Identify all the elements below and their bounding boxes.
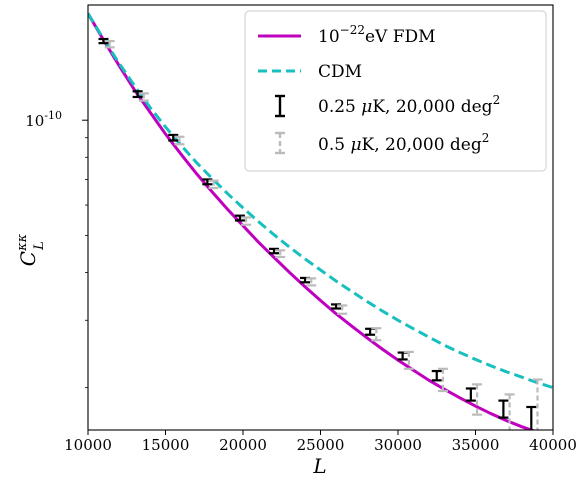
- x-tick-label-25000: 25000: [297, 436, 345, 454]
- errorbar-1-point-1: [132, 90, 143, 99]
- x-tick-label-30000: 30000: [374, 436, 422, 454]
- legend-frame: [244, 10, 547, 172]
- legend-label-fdm: 10−22eV FDM: [318, 23, 436, 47]
- series-line-cdm: [88, 12, 553, 390]
- legend-label-cdm: CDM: [318, 62, 362, 82]
- x-tick-label-15000: 15000: [142, 436, 190, 454]
- errorbar-1-point-12: [498, 399, 509, 419]
- errorbar-2-point-5: [275, 249, 286, 259]
- errorbar-1-point-13: [526, 405, 537, 430]
- legend-label-err2: 0.5 μK, 20,000 deg2: [318, 131, 489, 155]
- legend-swatch-err2: [275, 131, 285, 155]
- legend: 10−22eV FDM CDM 0.25 μK, 20,000 deg2 0.5…: [244, 10, 547, 172]
- errorbar-2-point-3: [208, 179, 219, 190]
- errorbar-1-point-11: [465, 387, 476, 402]
- x-tick-label-20000: 20000: [219, 436, 267, 454]
- legend-label-err1: 0.25 μK, 20,000 deg2: [318, 93, 500, 117]
- x-tick-label-40000: 40000: [529, 436, 577, 454]
- x-tick-label-35000: 35000: [452, 436, 500, 454]
- errorbar-2-point-0: [104, 39, 115, 49]
- errorbar-1-point-4: [234, 214, 245, 222]
- errorbar-2-point-13: [532, 378, 543, 430]
- x-tick-label-10000: 10000: [64, 436, 112, 454]
- y-tick-label-1e-10: 10-10: [25, 109, 62, 130]
- errorbar-2-point-12: [504, 393, 515, 430]
- errorbar-2-point-1: [138, 92, 149, 102]
- legend-swatch-err1: [275, 94, 285, 118]
- errorbar-2-point-11: [472, 383, 483, 416]
- errorbar-2-point-6: [306, 277, 317, 287]
- y-tick-base: 10: [25, 112, 44, 130]
- series-line-fdm: [88, 12, 536, 430]
- errorbar-2-point-9: [403, 350, 414, 370]
- errorbar-2-point-4: [241, 216, 252, 226]
- errorbar-2-point-10: [437, 367, 448, 393]
- y-tick-exponent: -10: [44, 109, 62, 122]
- y-axis-label-sup: κκ: [15, 233, 30, 252]
- errorbar-1-point-0: [98, 37, 109, 45]
- errorbar-2-point-8: [371, 327, 382, 342]
- y-axis-label-sub: L: [32, 241, 47, 251]
- errorbar-1-point-10: [431, 369, 442, 382]
- y-axis-label-main: C: [16, 251, 40, 266]
- errorbar-2-point-2: [174, 135, 185, 146]
- errorbar-1-point-5: [269, 247, 279, 255]
- y-axis-label: Cκκ L: [15, 233, 47, 266]
- x-axis-label: L: [312, 454, 326, 478]
- errorbar-1-point-3: [202, 178, 213, 186]
- errorbar-2-point-7: [337, 304, 348, 315]
- errorbar-1-point-2: [168, 133, 179, 142]
